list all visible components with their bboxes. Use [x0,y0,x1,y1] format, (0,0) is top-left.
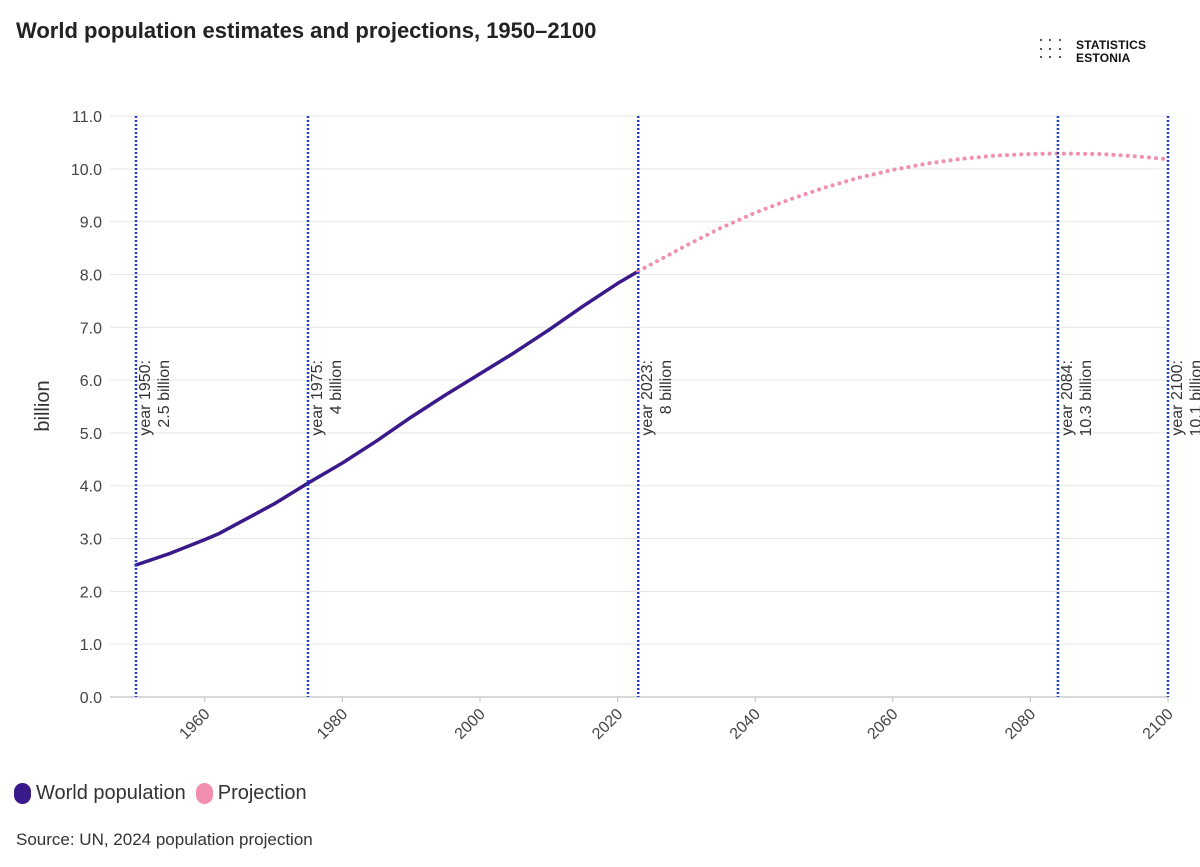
marker-label-2100: year 2100: 10.1 billion [1169,360,1200,437]
x-tick-label: 2060 [864,706,901,743]
x-tick-label: 2100 [1140,706,1177,743]
legend-swatch-world-population [14,783,31,804]
world-population-line [134,269,640,567]
x-tick-label: 1980 [314,706,351,743]
y-tick-label: 1.0 [80,637,102,654]
legend-swatch-projection [195,783,213,804]
x-axis: 1960 1980 2000 2020 2040 2060 2080 2100 [176,697,1177,743]
projection-line [636,151,1170,274]
y-tick-label: 0.0 [80,690,102,707]
logo-line-2: ESTONIA [1076,51,1131,65]
series-lines [134,151,1170,567]
y-tick-label: 5.0 [80,426,102,443]
x-tick-label: 2040 [727,706,764,743]
y-tick-label: 11.0 [72,109,102,126]
y-axis-label: billion [32,380,54,431]
marker-label-2084: year 2084: 10.3 billion [1059,360,1095,437]
marker-label-1950: year 1950: 2.5 billion [137,360,173,436]
legend-item-projection[interactable]: Projection [195,782,307,805]
statistics-estonia-logo: STATISTICS ESTONIA [1040,39,1146,65]
y-tick-label: 3.0 [80,532,102,549]
y-tick-label: 6.0 [80,373,102,390]
annotation-markers: year 1950: 2.5 billion year 1975: 4 billion… [134,116,1200,697]
chart-title: World population estimates and projectio… [16,18,597,43]
y-tick-label: 4.0 [80,479,102,496]
y-tick-label: 2.0 [80,584,102,601]
legend-label-projection: Projection [217,782,307,804]
legend-item-world-population[interactable]: World population [14,782,186,805]
y-tick-label: 9.0 [80,215,102,232]
line-chart: 0.0 1.0 2.0 3.0 4.0 5.0 6.0 7.0 8.0 9.0 10.0 11.0 1… [32,109,1200,743]
logo-dots-icon [1040,39,1068,65]
x-tick-label: 2020 [589,706,626,743]
y-tick-label: 10.0 [71,162,102,179]
y-tick-label: 7.0 [80,320,102,337]
x-tick-label: 1960 [176,706,213,743]
x-tick-label: 2080 [1002,706,1039,743]
y-axis: 0.0 1.0 2.0 3.0 4.0 5.0 6.0 7.0 8.0 9.0 10.0 11.0 [71,109,102,707]
logo-line-1: STATISTICS [1076,38,1147,52]
y-tick-label: 8.0 [80,267,102,284]
marker-label-1975: year 1975: 4 billion [309,360,345,436]
x-tick-label: 2000 [452,706,489,743]
legend-label-world-population: World population [36,782,186,804]
legend: World population Projection [14,782,317,805]
source-note: Source: UN, 2024 population projection [16,830,313,849]
marker-label-2023: year 2023: 8 billion [639,360,675,436]
